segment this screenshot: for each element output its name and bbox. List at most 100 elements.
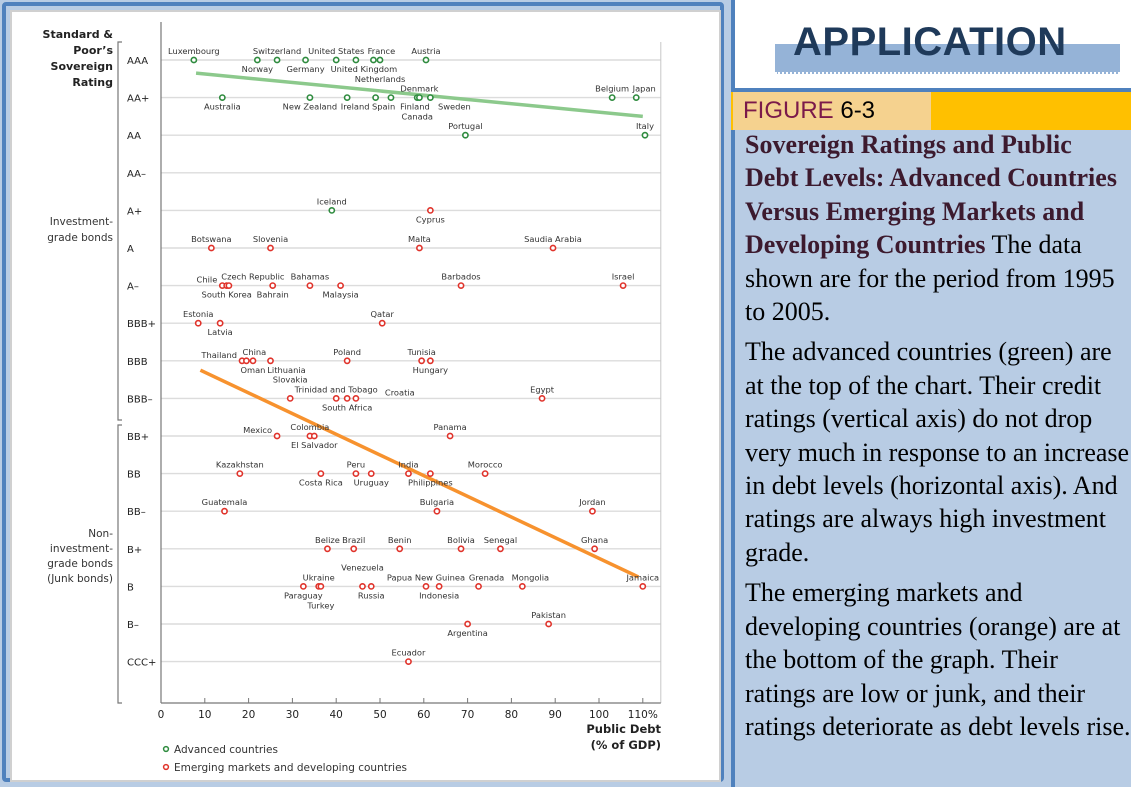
data-point-label: Peru — [347, 460, 365, 470]
data-point-label: Bahrain — [257, 290, 289, 300]
data-point-label: Tunisia — [406, 347, 435, 357]
y-tick-label: AA– — [127, 169, 146, 180]
x-tick-label: 20 — [242, 709, 255, 721]
data-point — [422, 56, 430, 64]
data-point — [286, 394, 294, 402]
x-tick-label: 10 — [198, 709, 211, 721]
data-point — [306, 282, 314, 289]
data-point — [457, 282, 465, 289]
data-point — [378, 319, 386, 327]
x-tick-label: 70 — [461, 709, 474, 721]
data-point-label: Venezuela — [341, 562, 384, 572]
x-tick-label: 60 — [417, 709, 430, 721]
application-header: APPLICATION — [731, 0, 1131, 88]
data-point-label: Finland — [400, 102, 430, 112]
data-point-label: Trinidad and Tobago — [294, 384, 378, 394]
data-point-label: Australia — [204, 102, 241, 112]
data-point — [332, 394, 340, 402]
y-tick-label: BBB — [127, 357, 148, 368]
data-point — [337, 282, 344, 289]
data-point-label: Belize — [315, 535, 340, 545]
data-point-label: Portugal — [448, 121, 482, 131]
y-tick-label: CCC+ — [127, 658, 156, 669]
data-point — [310, 432, 318, 440]
data-point-label: China — [243, 347, 267, 357]
y-tick-label: AA+ — [127, 94, 149, 105]
data-point — [324, 545, 331, 553]
data-point — [273, 56, 281, 64]
data-point-label: Papua New Guinea — [387, 572, 465, 582]
data-point — [481, 470, 489, 477]
data-point — [332, 56, 340, 64]
data-point — [328, 206, 336, 214]
data-point-label: South Korea — [202, 290, 252, 300]
data-point-label: Austria — [411, 46, 440, 56]
bracket-label-investment: Investment- — [50, 216, 113, 228]
y-tick-label: B+ — [127, 545, 142, 556]
data-point — [416, 244, 423, 252]
data-point — [422, 583, 430, 590]
data-point — [608, 94, 616, 101]
chart-panel — [10, 10, 721, 782]
data-point-label: Belgium — [595, 84, 629, 94]
data-point-label: Ecuador — [392, 648, 426, 658]
data-point — [218, 94, 226, 101]
y-tick-label: B — [127, 582, 134, 593]
x-tick-label: 0 — [158, 709, 165, 721]
data-point — [194, 319, 202, 327]
data-point — [236, 470, 244, 477]
data-point-label: Philippines — [408, 478, 453, 488]
data-point — [267, 357, 274, 365]
y-tick-label: BB– — [127, 507, 146, 518]
data-point — [387, 94, 395, 101]
data-point-label: Slovenia — [253, 234, 288, 244]
data-point — [343, 394, 351, 402]
x-tick-label: 80 — [505, 709, 518, 721]
figure-number: 6-3 — [840, 97, 876, 124]
data-point-label: Netherlands — [355, 74, 406, 84]
data-point-label: Morocco — [468, 460, 503, 470]
paragraph-emerging: The emerging markets and developing coun… — [745, 578, 1131, 741]
y-tick-label: BBB+ — [127, 319, 156, 330]
data-point — [352, 394, 360, 402]
data-point — [350, 545, 358, 553]
x-axis-title-unit: (% of GDP) — [591, 738, 661, 752]
data-point — [249, 357, 257, 365]
data-point — [302, 56, 309, 64]
data-point — [207, 244, 215, 252]
data-point — [221, 507, 228, 515]
y-tick-label: A+ — [127, 206, 142, 217]
data-point-label: Switzerland — [253, 46, 301, 56]
data-point — [317, 583, 325, 590]
data-point — [426, 94, 434, 101]
figure-strip: FIGURE 6-3 — [731, 88, 1131, 130]
data-point — [359, 583, 366, 590]
data-point-label: Lithuania — [267, 365, 305, 375]
y-tick-label: B– — [127, 620, 139, 631]
data-point-label: Hungary — [413, 365, 449, 375]
data-point-label: Indonesia — [419, 590, 459, 600]
data-point-label: Japan — [632, 84, 656, 94]
data-point — [269, 282, 277, 289]
data-point — [343, 94, 351, 101]
data-point-label: Germany — [286, 64, 324, 74]
data-point-label: Sweden — [438, 102, 471, 112]
data-point — [435, 583, 443, 590]
trend-line-emerging — [199, 368, 640, 579]
data-point-label: El Salvador — [291, 440, 338, 450]
x-tick-label: 40 — [330, 709, 343, 721]
data-point-label: Ukraine — [303, 572, 335, 582]
bracket-label-junk: (Junk bonds) — [47, 573, 113, 585]
y-tick-label: A — [127, 244, 134, 255]
panel-divider — [731, 130, 735, 787]
data-point-label: Estonia — [183, 309, 214, 319]
bracket-label-investment: grade bonds — [47, 232, 113, 244]
data-point — [426, 470, 434, 477]
x-tick-label: 110% — [628, 709, 658, 721]
data-point-label: Senegal — [484, 535, 517, 545]
x-tick-label: 50 — [373, 709, 386, 721]
data-point-label: France — [368, 46, 396, 56]
y-axis-title-line: Standard & — [43, 28, 114, 41]
data-point-label: Botswana — [191, 234, 232, 244]
data-point — [619, 282, 627, 289]
